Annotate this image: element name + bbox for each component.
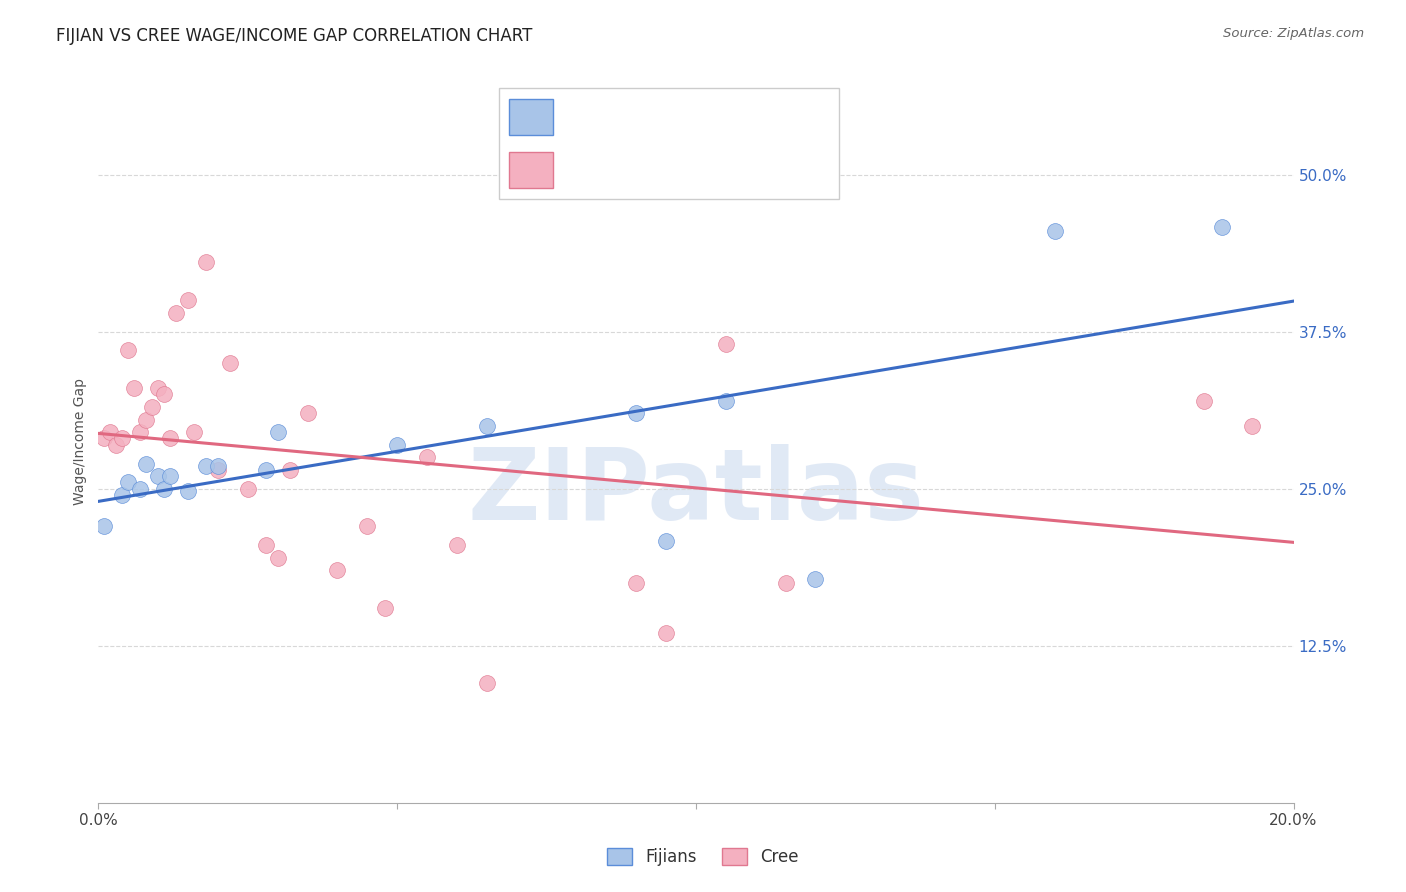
Point bbox=[326, 563, 349, 577]
Point bbox=[135, 457, 157, 471]
Point bbox=[153, 482, 176, 496]
Point bbox=[129, 482, 152, 496]
Point bbox=[626, 575, 648, 590]
Point bbox=[655, 626, 678, 640]
Y-axis label: Wage/Income Gap: Wage/Income Gap bbox=[73, 378, 87, 505]
Point bbox=[267, 550, 290, 565]
Point bbox=[219, 356, 242, 370]
Point bbox=[124, 381, 146, 395]
Point bbox=[254, 538, 277, 552]
Point bbox=[117, 343, 139, 358]
Point bbox=[148, 469, 170, 483]
Point bbox=[183, 425, 205, 439]
Point bbox=[1192, 393, 1215, 408]
Point bbox=[195, 458, 218, 473]
Point bbox=[148, 381, 170, 395]
Point bbox=[655, 534, 678, 549]
Point bbox=[159, 431, 181, 445]
Point bbox=[98, 425, 122, 439]
Point bbox=[129, 425, 152, 439]
Point bbox=[374, 601, 396, 615]
Text: ZIPatlas: ZIPatlas bbox=[468, 443, 924, 541]
Point bbox=[105, 438, 128, 452]
Point bbox=[207, 463, 229, 477]
Point bbox=[297, 406, 319, 420]
Point bbox=[93, 519, 115, 533]
Point bbox=[177, 484, 200, 499]
Point bbox=[93, 431, 115, 445]
Point bbox=[117, 475, 139, 490]
Point bbox=[267, 425, 290, 439]
Point bbox=[135, 412, 157, 426]
Point bbox=[254, 463, 277, 477]
Point bbox=[1211, 220, 1233, 235]
Point bbox=[416, 450, 439, 465]
Text: FIJIAN VS CREE WAGE/INCOME GAP CORRELATION CHART: FIJIAN VS CREE WAGE/INCOME GAP CORRELATI… bbox=[56, 27, 533, 45]
Point bbox=[356, 519, 378, 533]
Point bbox=[1240, 418, 1263, 433]
Point bbox=[159, 469, 181, 483]
Point bbox=[1043, 224, 1066, 238]
Point bbox=[195, 255, 218, 269]
Point bbox=[177, 293, 200, 308]
Point bbox=[278, 463, 301, 477]
Point bbox=[111, 488, 134, 502]
Point bbox=[446, 538, 468, 552]
Point bbox=[714, 393, 737, 408]
Point bbox=[804, 572, 827, 586]
Point bbox=[165, 306, 187, 320]
Point bbox=[626, 406, 648, 420]
Point bbox=[714, 337, 737, 351]
Point bbox=[236, 482, 259, 496]
Legend: Fijians, Cree: Fijians, Cree bbox=[599, 840, 807, 875]
Point bbox=[141, 400, 163, 414]
Point bbox=[475, 676, 498, 690]
Point bbox=[153, 387, 176, 401]
Point bbox=[111, 431, 134, 445]
Point bbox=[475, 418, 498, 433]
Point bbox=[385, 438, 409, 452]
Point bbox=[207, 458, 229, 473]
Point bbox=[775, 575, 797, 590]
Text: Source: ZipAtlas.com: Source: ZipAtlas.com bbox=[1223, 27, 1364, 40]
